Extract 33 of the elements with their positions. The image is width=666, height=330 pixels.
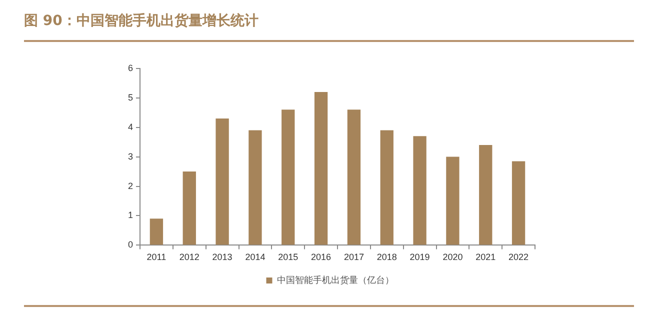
x-tick-label: 2014 bbox=[245, 252, 266, 262]
x-tick-label: 2019 bbox=[410, 252, 430, 262]
y-tick-label: 2 bbox=[128, 180, 134, 191]
y-tick-label: 5 bbox=[128, 92, 134, 102]
bar bbox=[512, 161, 526, 245]
y-tick-label: 0 bbox=[128, 240, 134, 250]
x-tick-label: 2015 bbox=[278, 252, 298, 262]
chart-title: 图 90：中国智能手机出货量增长统计 bbox=[24, 12, 260, 30]
bar bbox=[479, 145, 492, 245]
bar bbox=[216, 118, 229, 245]
bar bbox=[150, 218, 164, 245]
y-tick-label: 4 bbox=[128, 122, 134, 132]
x-tick-label: 2017 bbox=[344, 252, 364, 262]
bar bbox=[248, 130, 262, 245]
x-tick-label: 2013 bbox=[212, 252, 232, 262]
x-tick-label: 2011 bbox=[146, 252, 166, 262]
bar bbox=[314, 92, 328, 245]
bar bbox=[282, 110, 295, 245]
y-tick-label: 1 bbox=[128, 210, 134, 220]
x-tick-label: 2016 bbox=[311, 252, 332, 262]
x-tick-label: 2012 bbox=[179, 252, 200, 262]
bar bbox=[182, 172, 196, 245]
y-tick-label: 3 bbox=[128, 151, 134, 162]
x-tick-label: 2018 bbox=[376, 252, 397, 262]
x-tick-label: 2020 bbox=[442, 252, 463, 262]
bar bbox=[446, 156, 460, 245]
x-tick-label: 2021 bbox=[476, 252, 496, 262]
y-tick-label: 6 bbox=[128, 62, 134, 73]
bar bbox=[347, 110, 361, 245]
x-tick-label: 2022 bbox=[508, 252, 529, 262]
legend-label: 中国智能手机出货量（亿台） bbox=[276, 274, 394, 286]
bar bbox=[380, 130, 394, 245]
bar bbox=[413, 136, 426, 245]
